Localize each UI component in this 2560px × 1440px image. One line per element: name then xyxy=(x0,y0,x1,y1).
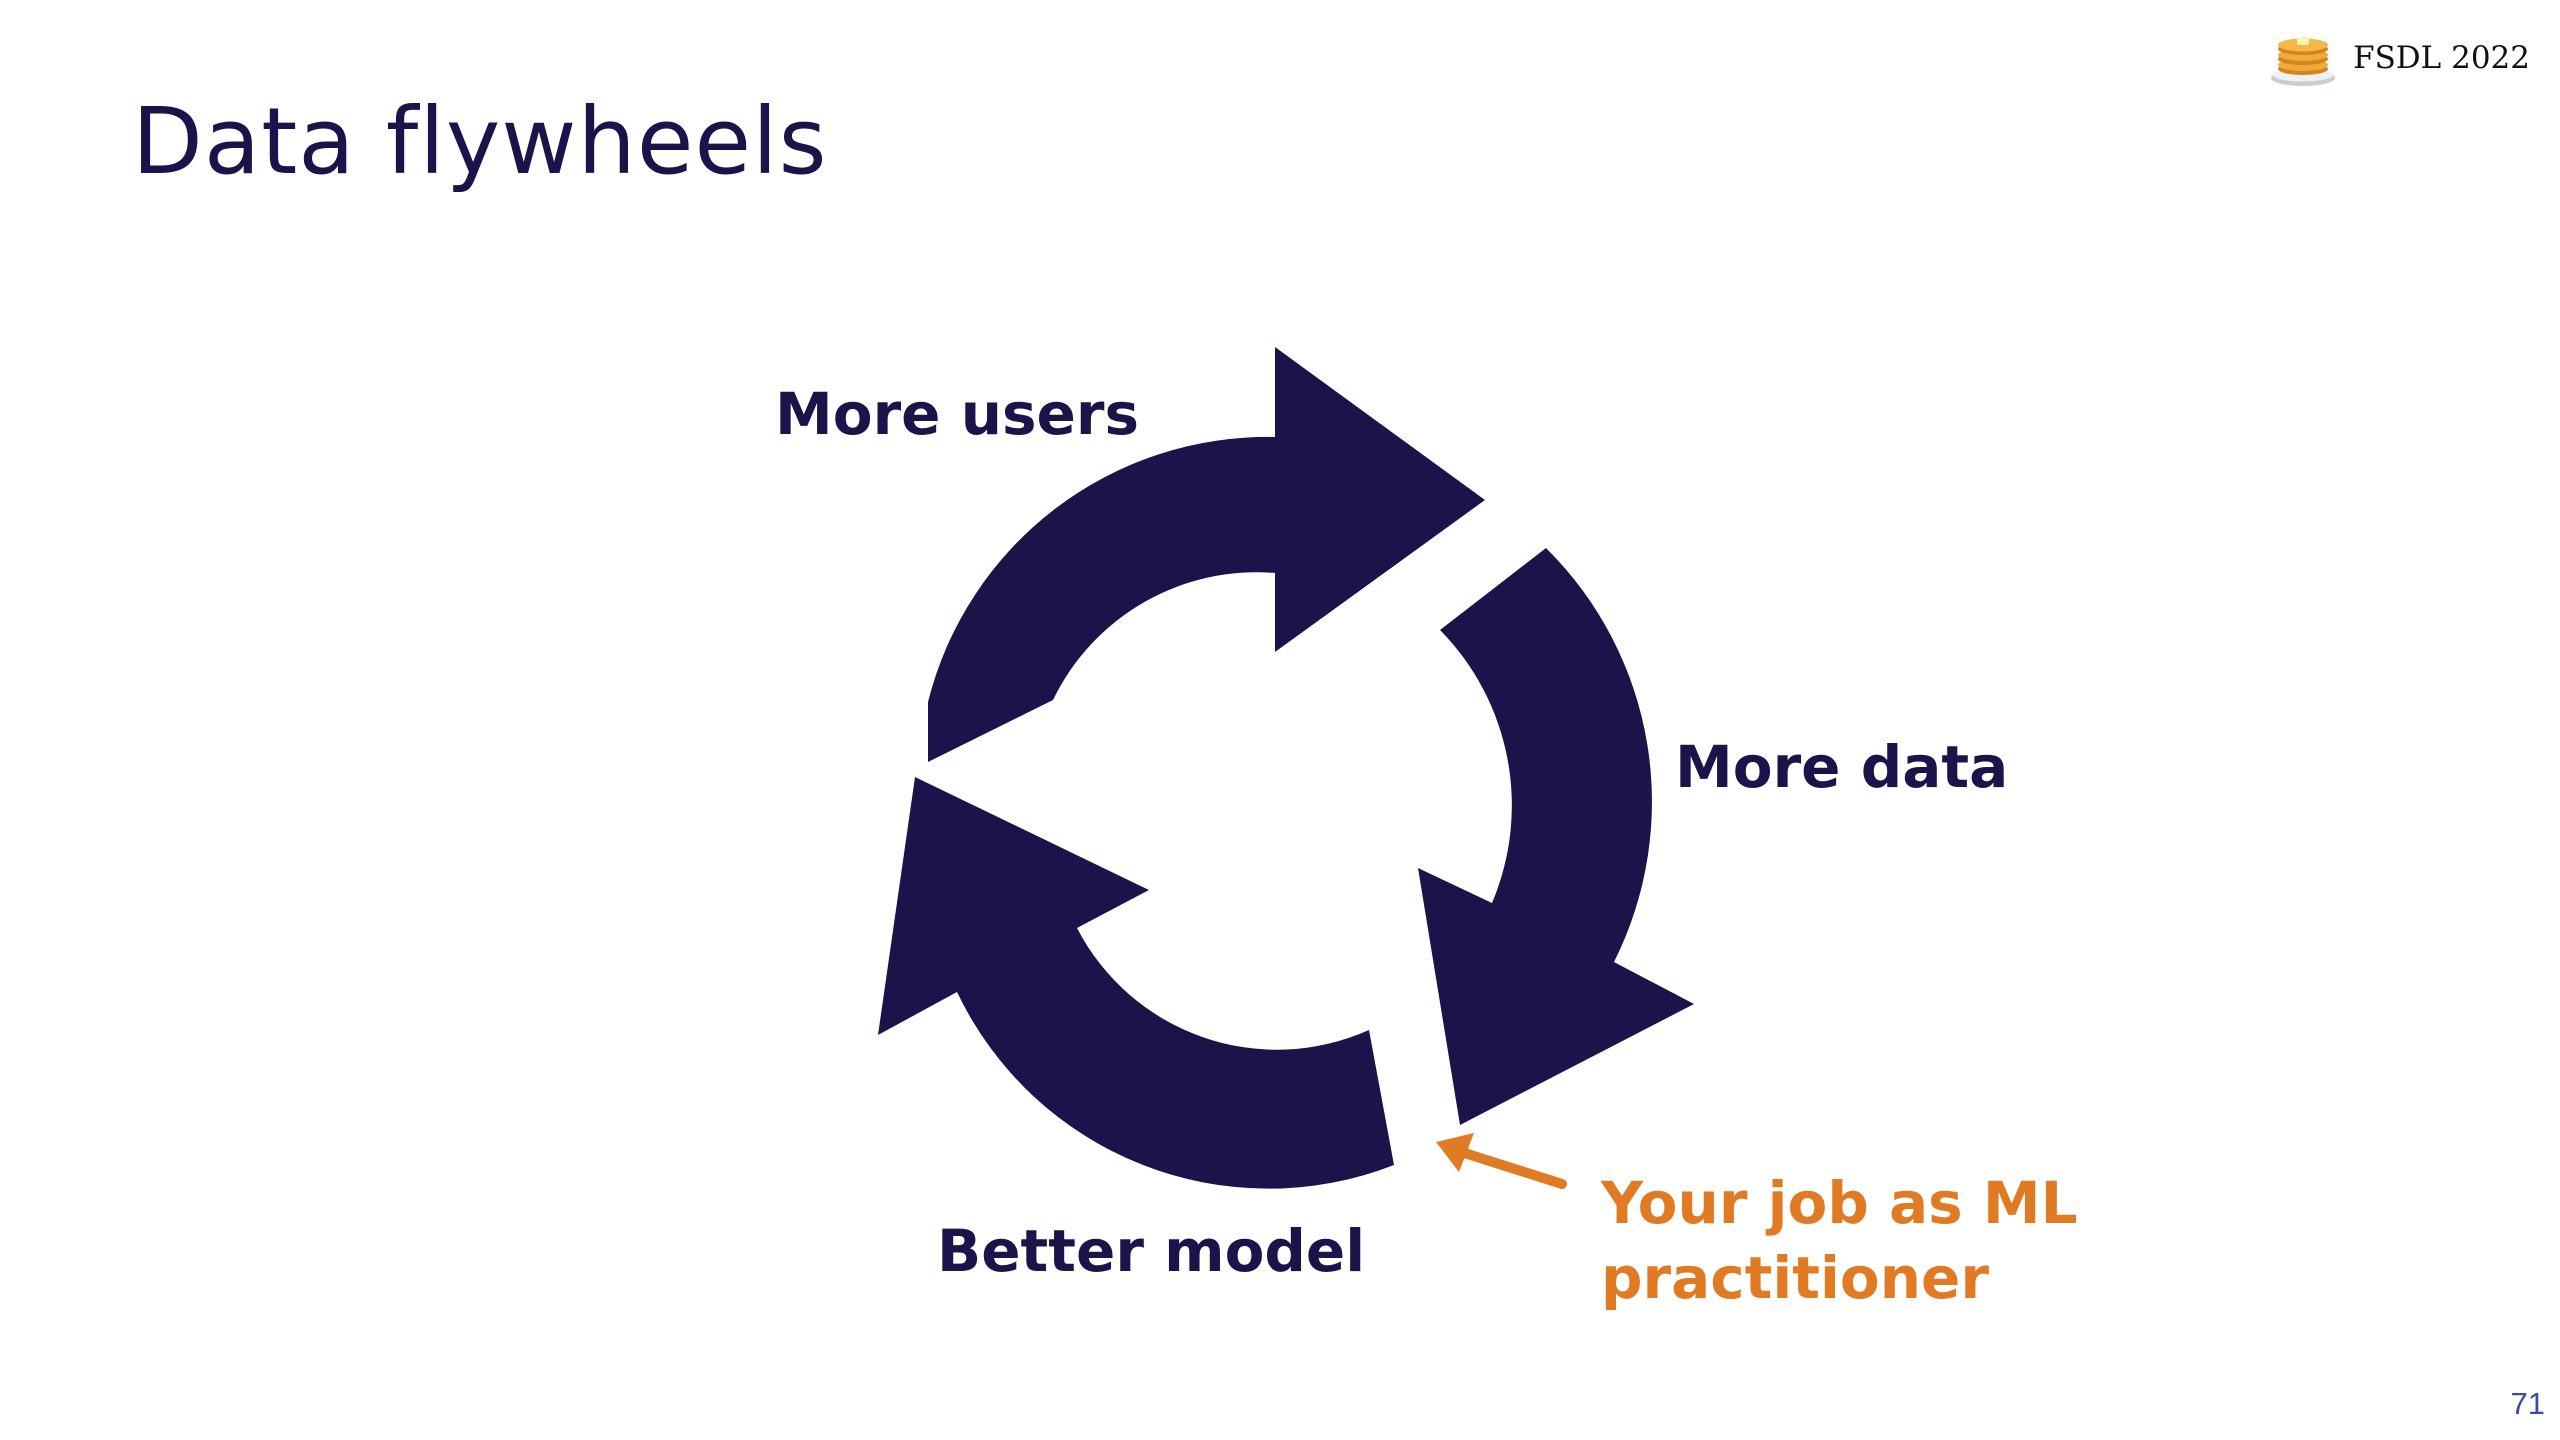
label-more-users: More users xyxy=(775,380,1139,448)
callout-label: Your job as ML practitioner xyxy=(1601,1166,2161,1317)
arrow-more-users xyxy=(928,347,1485,762)
callout-arrowhead xyxy=(1436,1133,1474,1172)
pancake-stack-icon xyxy=(2271,37,2336,86)
arrow-more-data xyxy=(1418,548,1694,1125)
brand: FSDL 2022 xyxy=(2267,28,2530,88)
arrow-better-model xyxy=(878,777,1394,1189)
callout-line-2: practitioner xyxy=(1601,1244,1989,1313)
slide-title: Data flywheels xyxy=(132,88,828,195)
label-more-data: More data xyxy=(1675,733,2009,801)
brand-text: FSDL 2022 xyxy=(2353,40,2530,76)
callout-arrow xyxy=(1450,1145,1567,1189)
label-better-model: Better model xyxy=(937,1217,1366,1285)
callout-line-1: Your job as ML xyxy=(1601,1169,2078,1237)
page-number: 71 xyxy=(2510,1386,2545,1421)
